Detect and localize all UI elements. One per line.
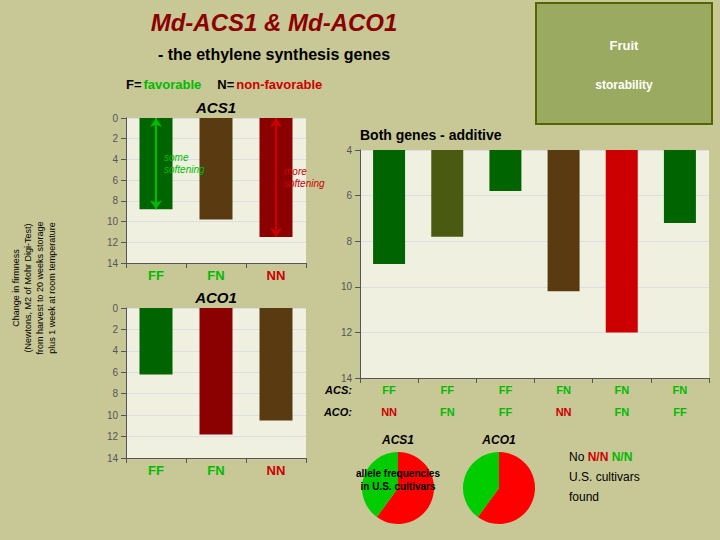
svg-text:storability: storability (595, 78, 653, 92)
svg-text:N/N: N/N (608, 450, 632, 464)
svg-text:N/N: N/N (588, 450, 609, 464)
svg-text:N=: N= (217, 77, 234, 92)
svg-text:4: 4 (112, 345, 118, 356)
svg-text:FN: FN (207, 463, 224, 478)
svg-text:Change in firmness: Change in firmness (11, 249, 21, 327)
svg-text:FN: FN (440, 406, 455, 418)
svg-text:14: 14 (341, 373, 353, 384)
svg-text:NN: NN (267, 463, 286, 478)
svg-text:FF: FF (148, 268, 164, 283)
svg-text:14: 14 (107, 258, 119, 269)
svg-text:U.S. cultivars: U.S. cultivars (569, 470, 640, 484)
svg-text:- the ethylene synthesis genes: - the ethylene synthesis genes (158, 46, 390, 63)
svg-text:ACS1: ACS1 (195, 99, 236, 116)
svg-text:12: 12 (107, 431, 119, 442)
svg-text:NN: NN (556, 406, 572, 418)
svg-text:8: 8 (346, 236, 352, 247)
svg-text:FF: FF (441, 384, 455, 396)
svg-text:8: 8 (112, 388, 118, 399)
svg-text:4: 4 (346, 145, 352, 156)
svg-text:FF: FF (499, 406, 513, 418)
svg-text:in U.S. cultivars: in U.S. cultivars (360, 481, 435, 492)
svg-text:Fruit: Fruit (610, 38, 640, 53)
svg-text:6: 6 (112, 367, 118, 378)
svg-text:10: 10 (341, 281, 353, 292)
svg-text:FN: FN (673, 384, 688, 396)
svg-text:softening: softening (164, 164, 205, 175)
svg-text:12: 12 (341, 327, 353, 338)
svg-text:ACO1: ACO1 (481, 433, 516, 447)
svg-text:FN: FN (614, 384, 629, 396)
svg-text:0: 0 (112, 113, 118, 124)
svg-text:FF: FF (148, 463, 164, 478)
svg-text:softening: softening (284, 178, 325, 189)
svg-text:ACO:: ACO: (323, 406, 352, 418)
svg-text:FN: FN (556, 384, 571, 396)
svg-text:2: 2 (112, 324, 118, 335)
svg-text:0: 0 (112, 303, 118, 314)
svg-text:FF: FF (673, 406, 687, 418)
svg-text:FF: FF (499, 384, 513, 396)
svg-text:(Newtons, M2 of Mohr Digi-Test: (Newtons, M2 of Mohr Digi-Test) (23, 223, 33, 352)
svg-text:from harvest to 20 weeks stora: from harvest to 20 weeks storage (35, 221, 45, 354)
svg-text:FF: FF (382, 384, 396, 396)
svg-text:2: 2 (112, 133, 118, 144)
svg-text:No: No (569, 450, 588, 464)
svg-text:F=: F= (126, 77, 142, 92)
svg-text:FN: FN (614, 406, 629, 418)
svg-text:8: 8 (112, 195, 118, 206)
svg-text:NN: NN (381, 406, 397, 418)
svg-text:4: 4 (112, 154, 118, 165)
svg-text:non-favorable: non-favorable (236, 77, 322, 92)
svg-text:NN: NN (267, 268, 286, 283)
svg-text:FN: FN (207, 268, 224, 283)
svg-text:favorable: favorable (144, 77, 202, 92)
svg-text:ACS:: ACS: (324, 384, 352, 396)
svg-text:Both genes - additive: Both genes - additive (360, 127, 502, 143)
svg-text:6: 6 (112, 175, 118, 186)
svg-text:more: more (284, 166, 307, 177)
svg-text:14: 14 (107, 453, 119, 464)
svg-text:10: 10 (107, 410, 119, 421)
svg-text:ACO1: ACO1 (194, 289, 237, 306)
svg-text:ACS1: ACS1 (381, 433, 414, 447)
svg-text:Md-ACS1 & Md-ACO1: Md-ACS1 & Md-ACO1 (151, 9, 398, 36)
svg-text:10: 10 (107, 216, 119, 227)
svg-text:found: found (569, 490, 599, 504)
svg-text:12: 12 (107, 237, 119, 248)
svg-text:some: some (164, 152, 189, 163)
svg-text:6: 6 (346, 190, 352, 201)
svg-text:allele frequencies: allele frequencies (356, 468, 440, 479)
svg-text:plus 1 week at room temperatur: plus 1 week at room temperature (47, 222, 57, 354)
